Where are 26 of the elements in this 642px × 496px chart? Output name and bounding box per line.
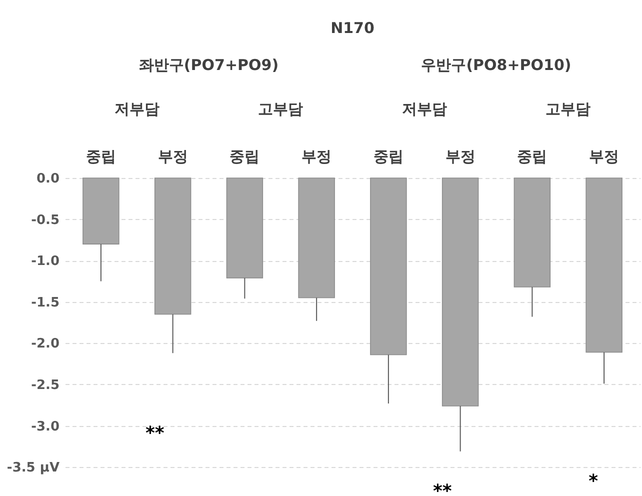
x-tick-label: 부정 [302,148,332,166]
y-tick-label: -0.5 [31,212,60,228]
chart-title: N170 [330,19,374,37]
annotation: ** [145,423,165,444]
y-tick-label: -2.0 [31,336,60,352]
y-tick-label: -2.5 [31,378,60,393]
y-tick-label: -3.5 μV [6,460,60,476]
text: 저부담 [114,100,160,118]
x-tick-label: 중립 [517,148,548,166]
text: 저부담 [402,100,447,118]
y-tick-label: -1.0 [31,254,60,270]
x-tick-label: 중립 [230,148,260,166]
x-tick-label: 부정 [445,148,476,166]
x-tick-label: 부정 [158,148,188,166]
text: 좌반구(PO7+PO9) [138,56,279,74]
x-tick-label: 중립 [373,148,404,166]
text: 고부담 [546,100,591,118]
y-tick-label: -1.5 [31,295,60,310]
text: 고부담 [258,100,304,118]
annotation: ** [432,481,452,496]
y-tick-label: 0.0 [36,172,60,186]
y-tick-label: -3.0 [31,419,60,434]
x-tick-label: 부정 [589,148,620,166]
text: 우반구(PO8+PO10) [421,56,572,74]
x-tick-label: 중립 [86,148,116,166]
annotation: * [588,471,599,492]
